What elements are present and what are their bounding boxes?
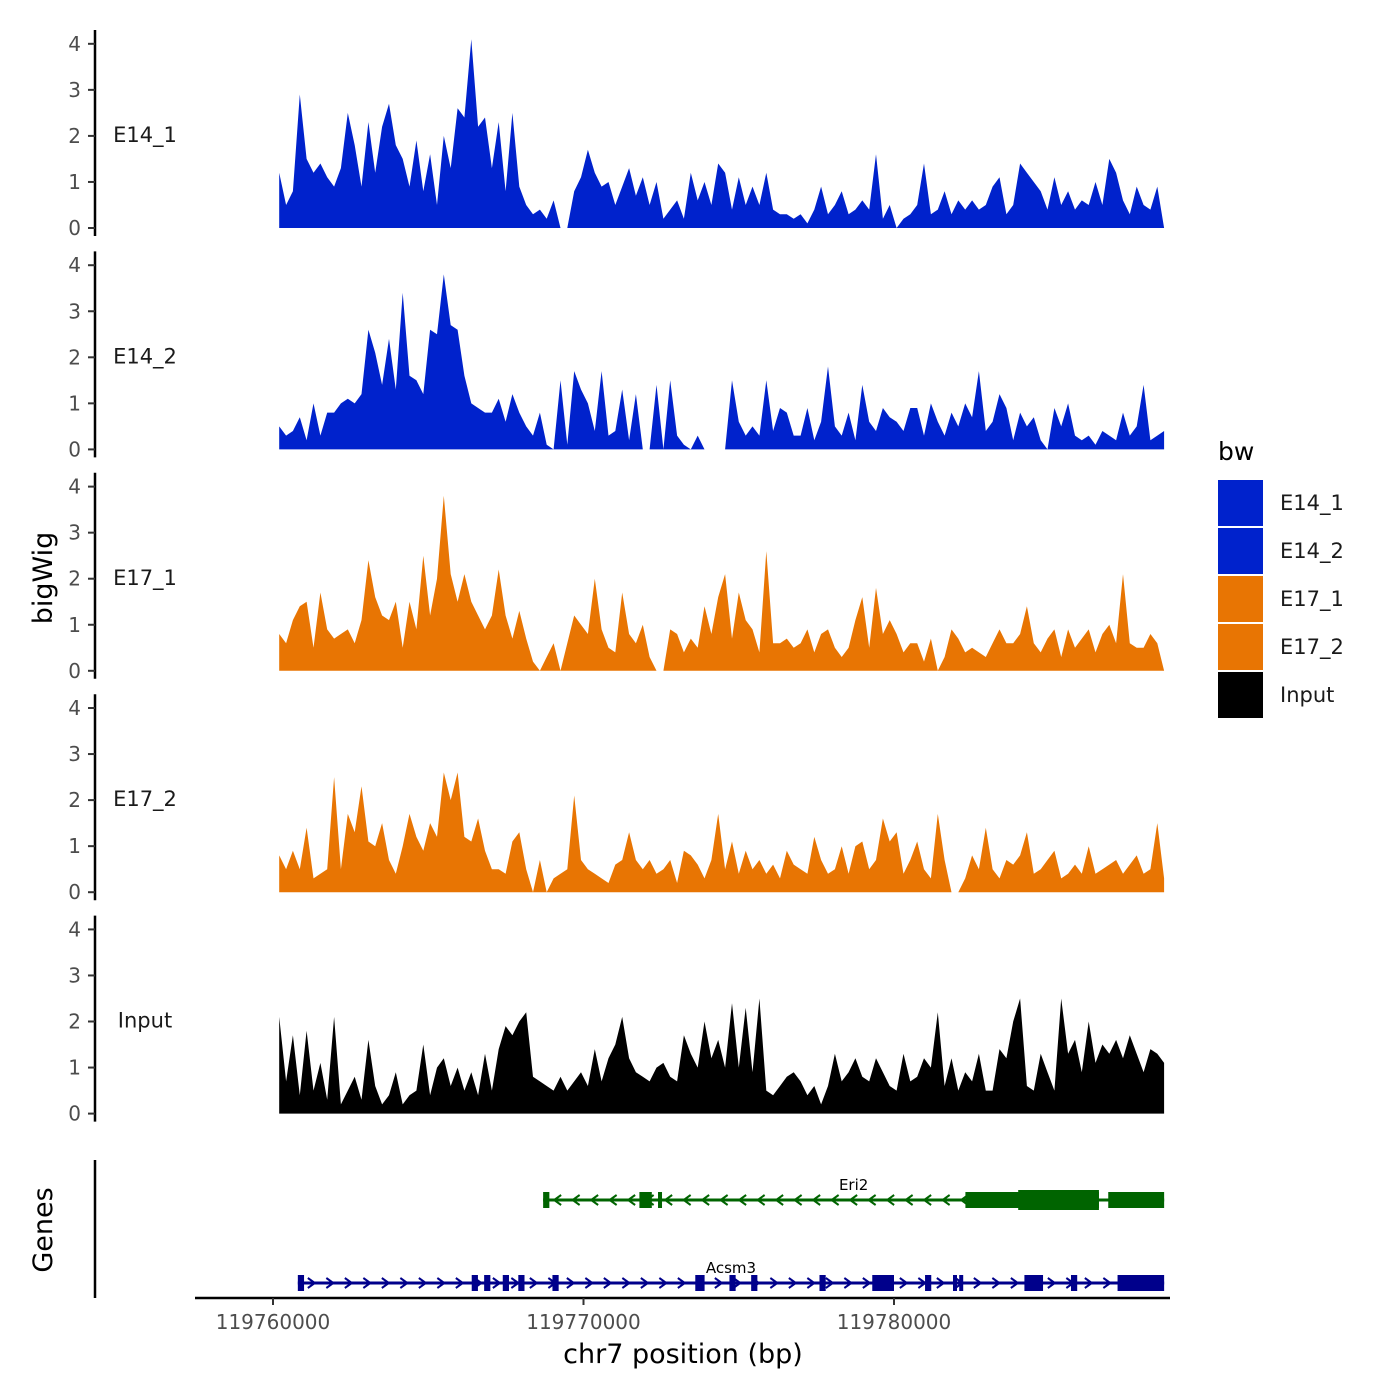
y-tick-label: 3	[68, 78, 81, 102]
y-tick-label: 1	[68, 391, 81, 415]
track-label-E14_1: E14_1	[113, 123, 177, 148]
exon	[518, 1275, 524, 1291]
exon	[729, 1275, 735, 1291]
area-series-E17_1	[279, 496, 1164, 671]
exon	[503, 1275, 509, 1291]
y-tick-label: 1	[68, 613, 81, 637]
exon	[658, 1192, 662, 1208]
track-E14_2: 0 1 2 3 4 E14_2	[68, 251, 1164, 461]
genes-track-label: Genes	[28, 1187, 59, 1272]
x-tick-label: 119760000	[216, 1310, 331, 1334]
track-label-E17_2: E17_2	[113, 787, 177, 812]
exon	[751, 1275, 757, 1291]
exon	[819, 1275, 825, 1291]
y-axis-title: bigWig	[28, 532, 59, 625]
y-tick-label: 2	[68, 788, 81, 812]
area-series-E14_2	[279, 274, 1164, 449]
exon	[1118, 1275, 1165, 1291]
exon	[925, 1275, 931, 1291]
exon	[1071, 1275, 1077, 1291]
legend-label-Input: Input	[1280, 683, 1334, 707]
exon	[872, 1275, 894, 1291]
track-E17_1: 0 1 2 3 4 E17_1	[68, 473, 1164, 683]
area-series-Input	[279, 999, 1164, 1114]
exon	[695, 1275, 704, 1291]
exon	[472, 1275, 478, 1291]
track-label-E17_1: E17_1	[113, 566, 177, 591]
legend: bw E14_1 E14_2 E17_1 E17_2 Input	[1218, 437, 1344, 718]
exon	[552, 1275, 558, 1291]
exon	[639, 1192, 651, 1208]
y-tick-label: 4	[68, 32, 81, 56]
track-label-Input: Input	[118, 1009, 172, 1033]
x-tick-label: 119780000	[837, 1310, 952, 1334]
y-tick-label: 1	[68, 834, 81, 858]
exon	[298, 1275, 304, 1291]
y-tick-label: 4	[68, 696, 81, 720]
legend-swatch-E14_1	[1218, 480, 1263, 526]
gene-Eri2: Eri2	[543, 1176, 1164, 1210]
x-axis-title: chr7 position (bp)	[563, 1339, 803, 1370]
y-tick-label: 0	[68, 1102, 81, 1126]
exon	[1024, 1275, 1043, 1291]
y-tick-label: 0	[68, 437, 81, 461]
y-tick-label: 3	[68, 521, 81, 545]
legend-title: bw	[1218, 437, 1254, 466]
genes-track: Eri2 Acsm3	[95, 1160, 1164, 1298]
legend-label-E17_1: E17_1	[1280, 587, 1344, 612]
y-tick-label: 2	[68, 567, 81, 591]
track-E17_2: 0 1 2 3 4 E17_2	[68, 694, 1164, 904]
y-tick-label: 3	[68, 963, 81, 987]
y-tick-label: 1	[68, 1056, 81, 1080]
track-E14_1: 0 1 2 3 4 E14_1	[68, 30, 1164, 240]
y-tick-label: 0	[68, 216, 81, 240]
legend-swatch-E14_2	[1218, 528, 1263, 574]
exon	[1108, 1192, 1164, 1208]
y-tick-label: 4	[68, 917, 81, 941]
y-tick-label: 3	[68, 299, 81, 323]
y-tick-label: 2	[68, 1010, 81, 1034]
exon-thick	[1018, 1190, 1099, 1210]
track-Input: 0 1 2 3 4 Input	[68, 916, 1164, 1126]
exon	[953, 1275, 957, 1291]
legend-swatch-E17_1	[1218, 576, 1263, 622]
genome-track-chart: 0 1 2 3 4 E14_1 0 1 2 3 4 E14_2 0 1 2 3 4 E17_1 0 1 2 3 4 E17_2…	[0, 0, 1400, 1400]
exon	[959, 1275, 963, 1291]
gene-label-Eri2: Eri2	[839, 1176, 868, 1194]
y-tick-label: 0	[68, 880, 81, 904]
y-tick-label: 0	[68, 659, 81, 683]
y-tick-label: 3	[68, 742, 81, 766]
track-label-E14_2: E14_2	[113, 344, 177, 369]
legend-swatch-E17_2	[1218, 624, 1263, 670]
area-series-E14_1	[279, 39, 1164, 228]
exon	[543, 1192, 549, 1208]
y-tick-label: 2	[68, 124, 81, 148]
gene-Acsm3: Acsm3	[298, 1259, 1164, 1291]
signal-tracks: 0 1 2 3 4 E14_1 0 1 2 3 4 E14_2 0 1 2 3 4 E17_1 0 1 2 3 4 E17_2…	[68, 30, 1164, 1126]
y-tick-label: 4	[68, 253, 81, 277]
legend-label-E14_2: E14_2	[1280, 539, 1344, 564]
legend-label-E17_2: E17_2	[1280, 635, 1344, 660]
x-tick-label: 119770000	[526, 1310, 641, 1334]
y-tick-label: 1	[68, 170, 81, 194]
y-tick-label: 2	[68, 345, 81, 369]
exon	[484, 1275, 490, 1291]
x-axis: 119760000 119770000 119780000	[195, 1298, 1170, 1334]
area-series-E17_2	[279, 773, 1164, 893]
gene-label-Acsm3: Acsm3	[706, 1259, 756, 1277]
legend-swatch-Input	[1218, 672, 1263, 718]
legend-label-E14_1: E14_1	[1280, 491, 1344, 516]
y-tick-label: 4	[68, 475, 81, 499]
